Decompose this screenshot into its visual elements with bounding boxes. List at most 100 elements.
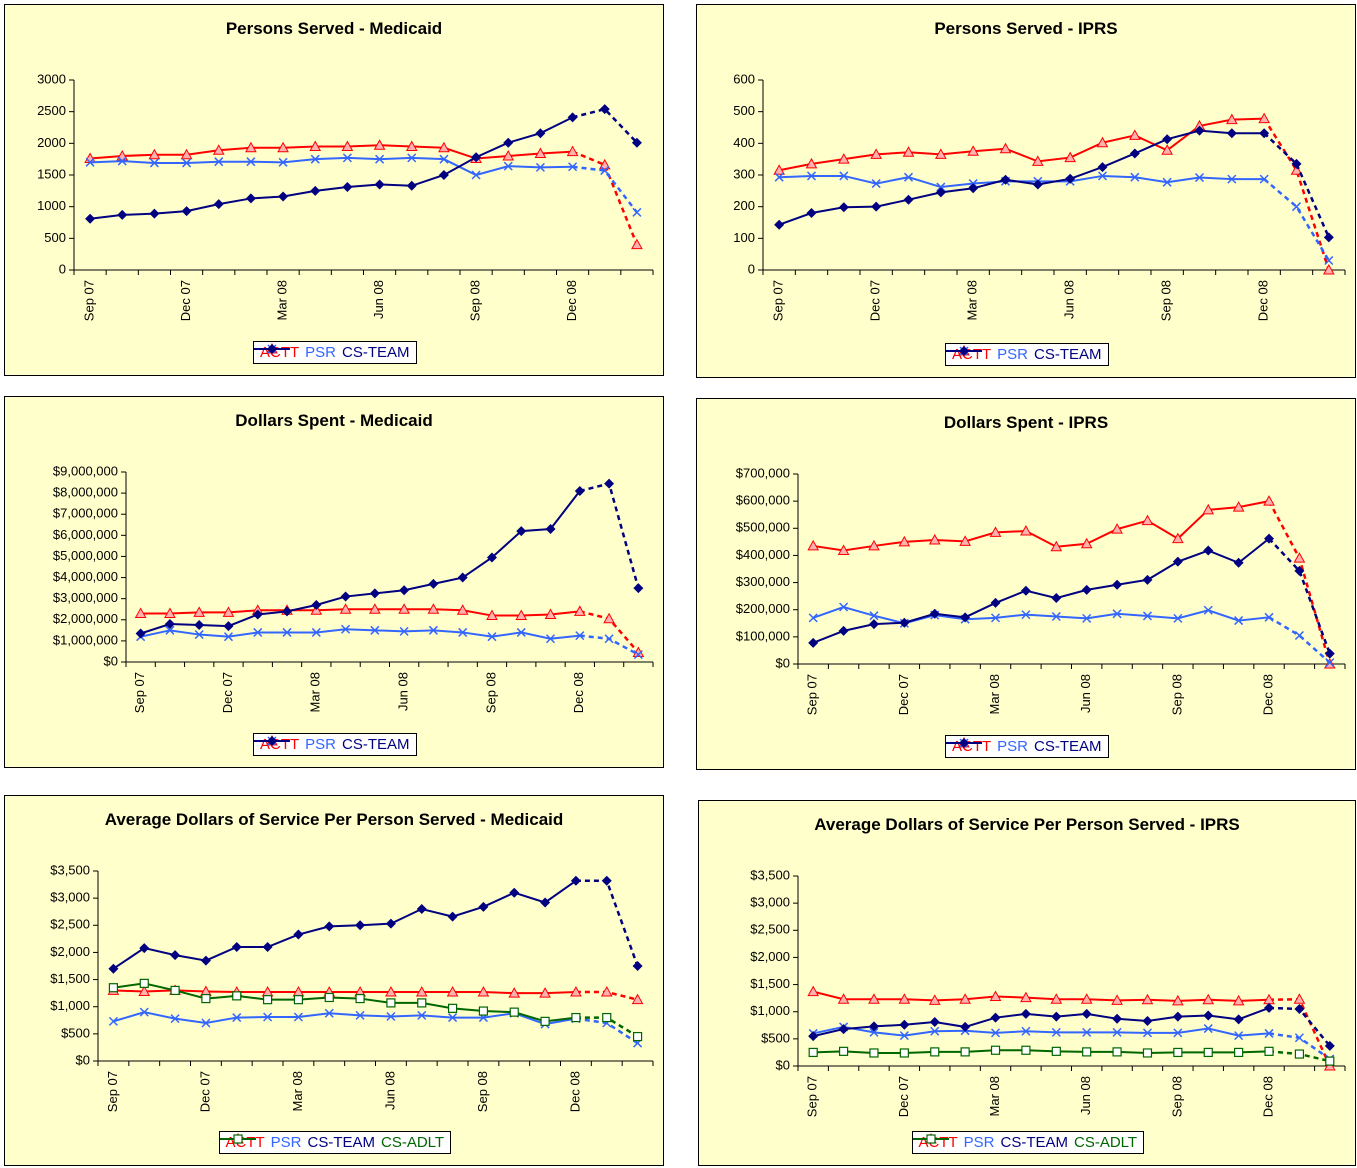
marker: [603, 612, 615, 624]
marker: [1162, 177, 1172, 187]
marker: [1172, 556, 1183, 567]
marker: [1172, 994, 1184, 1006]
legend-entry: PSR: [254, 344, 336, 361]
marker: [478, 901, 489, 912]
marker: [1259, 128, 1270, 139]
chart: 0 100 200 300 400 500 600 Sep 07 Dec 07 Mar 08 Jun…: [733, 71, 1346, 321]
marker: [1324, 255, 1334, 266]
x-tick-label: Mar 08: [290, 1071, 305, 1111]
marker: [200, 955, 211, 966]
marker: [1065, 173, 1076, 184]
marker: [85, 157, 95, 167]
marker: [1232, 994, 1245, 1006]
marker: [600, 166, 610, 176]
marker: [540, 897, 551, 908]
legend-label: PSR: [963, 1134, 995, 1151]
y-tick-label: $100,000: [736, 628, 790, 643]
marker: [598, 158, 611, 170]
marker: [989, 990, 1002, 1002]
x-tick-label: Jun 08: [371, 280, 386, 319]
marker: [1021, 1045, 1031, 1055]
marker: [477, 986, 490, 997]
marker: [967, 145, 980, 156]
marker: [1020, 1008, 1031, 1019]
marker: [540, 1016, 550, 1026]
y-tick-label: $3,500: [750, 867, 790, 882]
marker: [139, 943, 150, 954]
marker: [602, 1012, 612, 1023]
legend-entry: CS-TEAM: [254, 344, 410, 361]
marker: [310, 185, 321, 196]
x-tick-label: Sep 07: [132, 672, 147, 713]
marker: [567, 112, 578, 123]
marker: [262, 942, 273, 952]
x-tick-label: Dec 07: [868, 280, 883, 321]
y-tick-label: $3,000: [750, 895, 790, 910]
marker: [1226, 128, 1237, 139]
marker: [632, 1031, 643, 1042]
marker: [515, 609, 528, 621]
marker: [369, 603, 381, 614]
legend-label: CS-TEAM: [1034, 738, 1102, 755]
y-tick-label: $0: [104, 653, 118, 668]
x-tick-label: Mar 08: [275, 280, 290, 320]
x-tick-label: Dec 08: [1260, 674, 1275, 715]
marker: [960, 1047, 970, 1057]
chart-panel: $0 $1,000,000 $2,000,000 $3,000,000 $4,000,0…: [4, 396, 664, 768]
x-tick-label: Jun 08: [396, 672, 411, 711]
marker: [447, 911, 458, 922]
legend-symbol: [254, 736, 290, 746]
marker: [631, 137, 642, 148]
marker: [570, 875, 581, 886]
series-line: [90, 156, 573, 177]
marker: [324, 1008, 334, 1018]
marker: [253, 627, 263, 637]
series-line: [813, 500, 1270, 552]
legend: ACTT PSR CS-TEAM: [945, 735, 1109, 758]
marker: [968, 183, 979, 194]
marker: [1080, 993, 1093, 1004]
marker: [936, 182, 946, 192]
x-tick-label: Sep 08: [468, 280, 483, 321]
x-tick-label: Dec 08: [1256, 280, 1271, 321]
marker: [1112, 1047, 1122, 1057]
marker: [568, 162, 578, 172]
y-tick-label: $1,000: [750, 1003, 790, 1018]
marker: [1129, 148, 1140, 159]
marker: [925, 1134, 936, 1144]
x-tick-label: Dec 07: [896, 1076, 911, 1117]
marker: [599, 104, 610, 115]
y-tick-label: $1,000: [50, 998, 90, 1013]
y-tick-label: $8,000,000: [53, 485, 118, 500]
marker: [1203, 1010, 1214, 1021]
marker: [194, 620, 205, 631]
marker: [246, 157, 256, 167]
marker: [282, 606, 293, 617]
marker: [633, 583, 644, 594]
legend: ACTT PSR CS-TEAM: [253, 733, 417, 756]
marker: [1082, 613, 1092, 623]
marker: [1080, 537, 1093, 549]
y-tick-label: 1500: [37, 166, 66, 181]
marker: [1051, 611, 1061, 622]
marker: [399, 585, 410, 596]
marker: [928, 994, 941, 1005]
marker: [1322, 263, 1335, 275]
y-tick-label: 500: [733, 103, 755, 118]
marker: [406, 180, 417, 191]
marker: [1225, 113, 1238, 125]
marker: [935, 187, 946, 198]
marker: [222, 606, 235, 617]
marker: [231, 942, 242, 952]
marker: [509, 887, 520, 898]
marker: [415, 986, 428, 997]
legend-entry: CS-TEAM: [946, 346, 1102, 363]
x-tick-label: Sep 07: [82, 280, 97, 321]
marker: [341, 140, 354, 151]
marker: [1325, 658, 1335, 668]
x-tick-label: Sep 07: [805, 674, 820, 715]
marker: [545, 634, 556, 644]
chart-title: Average Dollars of Service Per Person Se…: [814, 815, 1240, 834]
series-line: [812, 990, 1270, 1002]
marker: [1130, 172, 1140, 182]
